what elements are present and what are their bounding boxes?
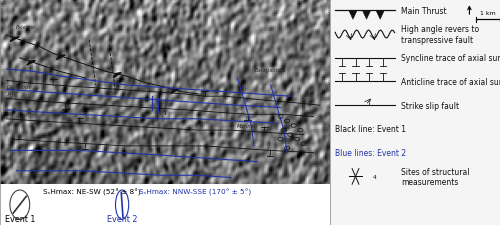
Text: Sites of structural
measurements: Sites of structural measurements [402, 167, 470, 186]
Text: Marineo: Marineo [237, 124, 258, 128]
Text: Black line: Event 1: Black line: Event 1 [335, 125, 406, 134]
Text: Main Thrust: Main Thrust [402, 7, 447, 16]
Polygon shape [114, 73, 121, 79]
Text: 4: 4 [372, 174, 376, 179]
Text: Anticline trace of axial surface: Anticline trace of axial surface [402, 78, 500, 87]
Text: Balagantilla: Balagantilla [255, 67, 286, 72]
Polygon shape [10, 38, 19, 42]
Polygon shape [362, 11, 371, 20]
Text: Strike slip fault: Strike slip fault [402, 101, 460, 110]
Polygon shape [348, 11, 357, 20]
Polygon shape [376, 11, 384, 20]
Bar [0, 184, 330, 225]
Polygon shape [56, 56, 66, 60]
Text: SₛHmax: NE-SW (52° ± 8°): SₛHmax: NE-SW (52° ± 8°) [43, 188, 140, 195]
Text: Event 1: Event 1 [4, 214, 35, 223]
Polygon shape [26, 61, 36, 66]
Text: High angle revers to
transpressive fault: High angle revers to transpressive fault [402, 25, 479, 45]
Text: SₛHmax: NNW-SSE (170° ± 5°): SₛHmax: NNW-SSE (170° ± 5°) [138, 188, 250, 195]
Text: Syncline trace of axial surface: Syncline trace of axial surface [402, 54, 500, 63]
Text: San Giuseppe
Jato: San Giuseppe Jato [0, 85, 32, 95]
Text: 1 km: 1 km [480, 11, 496, 16]
Text: Event 2: Event 2 [107, 214, 138, 223]
Text: Palermo: Palermo [16, 25, 36, 29]
Text: Blue lines: Event 2: Blue lines: Event 2 [335, 148, 406, 157]
Polygon shape [171, 89, 179, 94]
